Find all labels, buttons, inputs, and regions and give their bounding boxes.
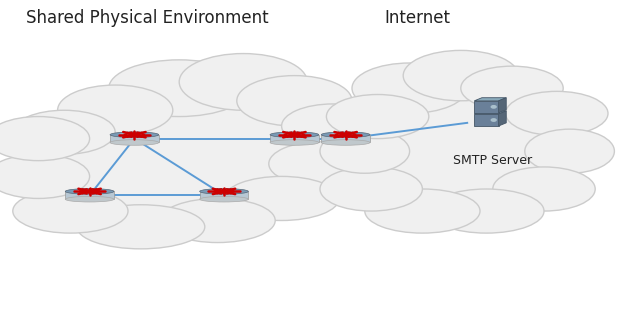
Ellipse shape: [331, 133, 351, 135]
Ellipse shape: [77, 205, 205, 249]
Bar: [474, 114, 499, 126]
Polygon shape: [474, 111, 506, 114]
Bar: [110, 135, 159, 142]
Ellipse shape: [320, 129, 410, 173]
Ellipse shape: [352, 63, 467, 113]
Ellipse shape: [461, 66, 563, 110]
Ellipse shape: [403, 50, 518, 101]
Ellipse shape: [13, 110, 115, 154]
Ellipse shape: [365, 85, 570, 198]
Ellipse shape: [110, 140, 159, 145]
Ellipse shape: [280, 133, 300, 135]
Ellipse shape: [429, 189, 544, 233]
Circle shape: [492, 119, 496, 121]
Bar: [321, 135, 370, 142]
Ellipse shape: [365, 189, 480, 233]
Ellipse shape: [209, 190, 229, 192]
Ellipse shape: [493, 167, 595, 211]
Ellipse shape: [321, 140, 370, 145]
Ellipse shape: [58, 85, 173, 135]
Polygon shape: [499, 98, 506, 113]
Ellipse shape: [13, 189, 128, 233]
Ellipse shape: [320, 167, 422, 211]
Bar: [200, 192, 248, 199]
Ellipse shape: [65, 197, 114, 202]
Ellipse shape: [269, 142, 371, 186]
Ellipse shape: [0, 154, 90, 198]
Ellipse shape: [160, 198, 275, 243]
Ellipse shape: [525, 129, 614, 173]
Ellipse shape: [179, 54, 307, 110]
Ellipse shape: [224, 176, 339, 220]
Ellipse shape: [237, 76, 352, 126]
Text: Shared Physical Environment: Shared Physical Environment: [26, 9, 268, 27]
Text: SMTP Server: SMTP Server: [453, 154, 532, 167]
Polygon shape: [474, 98, 506, 101]
Text: Internet: Internet: [384, 9, 450, 27]
Ellipse shape: [200, 189, 248, 194]
Ellipse shape: [120, 133, 140, 135]
Bar: [65, 192, 114, 199]
Ellipse shape: [326, 94, 429, 139]
Ellipse shape: [270, 132, 319, 137]
Ellipse shape: [282, 104, 384, 148]
Ellipse shape: [75, 190, 95, 192]
Ellipse shape: [110, 132, 159, 137]
Ellipse shape: [321, 132, 370, 137]
Ellipse shape: [65, 189, 114, 194]
Ellipse shape: [200, 197, 248, 202]
Ellipse shape: [109, 60, 250, 117]
Bar: [474, 101, 499, 113]
Bar: [270, 135, 319, 142]
Polygon shape: [499, 111, 506, 126]
Circle shape: [492, 106, 496, 108]
Ellipse shape: [270, 140, 319, 145]
Ellipse shape: [506, 91, 608, 135]
Ellipse shape: [26, 88, 333, 227]
Ellipse shape: [0, 117, 90, 161]
